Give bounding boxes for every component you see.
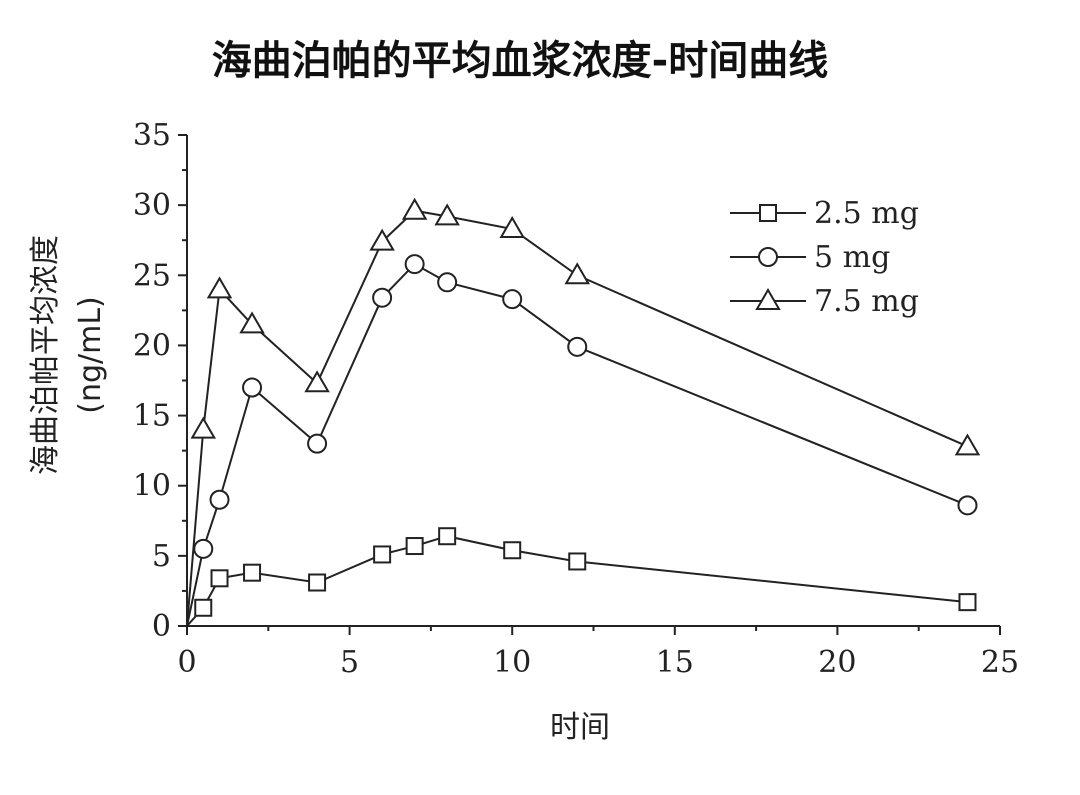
x-tick-label: 5 bbox=[340, 645, 359, 680]
data-point-triangle bbox=[369, 228, 395, 251]
x-tick-label: 25 bbox=[981, 645, 1019, 680]
data-point-square bbox=[243, 563, 262, 582]
x-tick-label: 15 bbox=[656, 645, 694, 680]
data-point-square bbox=[308, 573, 327, 592]
y-tick-label: 15 bbox=[133, 399, 171, 434]
data-point-circle bbox=[567, 336, 588, 357]
y-tick-label: 20 bbox=[133, 328, 171, 363]
data-point-circle bbox=[193, 538, 214, 559]
x-tick-label: 10 bbox=[493, 645, 531, 680]
legend-label: 5 mg bbox=[814, 240, 890, 275]
data-point-square bbox=[210, 569, 229, 588]
series-line-square bbox=[186, 535, 968, 627]
x-tick-label: 20 bbox=[818, 645, 856, 680]
data-point-triangle bbox=[954, 433, 981, 456]
x-tick-label: 0 bbox=[177, 645, 196, 680]
data-point-square bbox=[194, 598, 213, 617]
data-point-triangle bbox=[304, 370, 330, 393]
legend-label: 2.5 mg bbox=[814, 196, 919, 231]
y-tick-label: 5 bbox=[152, 539, 171, 574]
data-point-square bbox=[438, 527, 457, 546]
y-tick-label: 10 bbox=[133, 469, 171, 504]
data-point-square bbox=[405, 537, 424, 556]
data-point-triangle bbox=[239, 311, 265, 334]
data-point-circle bbox=[209, 489, 230, 510]
data-point-circle bbox=[307, 433, 328, 454]
data-point-square bbox=[958, 593, 977, 612]
data-point-square bbox=[373, 545, 392, 564]
x-axis-title: 时间 bbox=[550, 710, 610, 745]
data-point-triangle bbox=[564, 262, 590, 285]
data-point-square bbox=[503, 541, 522, 560]
y-tick-label: 25 bbox=[133, 258, 171, 293]
ticks-layer: 0 5 10 15 20 25 30 35 0 5 10 15 20 25 bbox=[133, 118, 1019, 680]
data-point-circle bbox=[404, 254, 425, 275]
legend-marker-circle bbox=[758, 247, 778, 267]
y-axis-title-line1: 海曲泊帕平均浓度 bbox=[28, 235, 63, 475]
y-axis-title-line2: (ng/mL) bbox=[73, 296, 108, 414]
legend-marker-square bbox=[759, 204, 777, 222]
data-point-square bbox=[568, 552, 587, 571]
data-point-circle bbox=[502, 289, 523, 310]
data-point-triangle bbox=[401, 197, 428, 220]
data-point-triangle bbox=[206, 276, 233, 299]
series-layer bbox=[186, 197, 981, 627]
legend: 2.5 mg 5 mg 7.5 mg bbox=[730, 196, 919, 319]
y-tick-label: 35 bbox=[133, 118, 171, 153]
y-tick-label: 0 bbox=[152, 609, 171, 644]
data-point-circle bbox=[957, 495, 978, 516]
legend-marker-triangle bbox=[755, 288, 781, 310]
data-point-triangle bbox=[499, 215, 525, 238]
data-point-triangle bbox=[434, 203, 460, 226]
data-point-circle bbox=[372, 287, 393, 308]
data-point-circle bbox=[437, 272, 458, 293]
data-point-circle bbox=[242, 377, 263, 398]
y-tick-label: 30 bbox=[133, 188, 171, 223]
chart-title: 海曲泊帕的平均血浆浓度-时间曲线 bbox=[211, 38, 829, 84]
data-point-triangle bbox=[190, 416, 216, 439]
legend-label: 7.5 mg bbox=[814, 284, 919, 319]
